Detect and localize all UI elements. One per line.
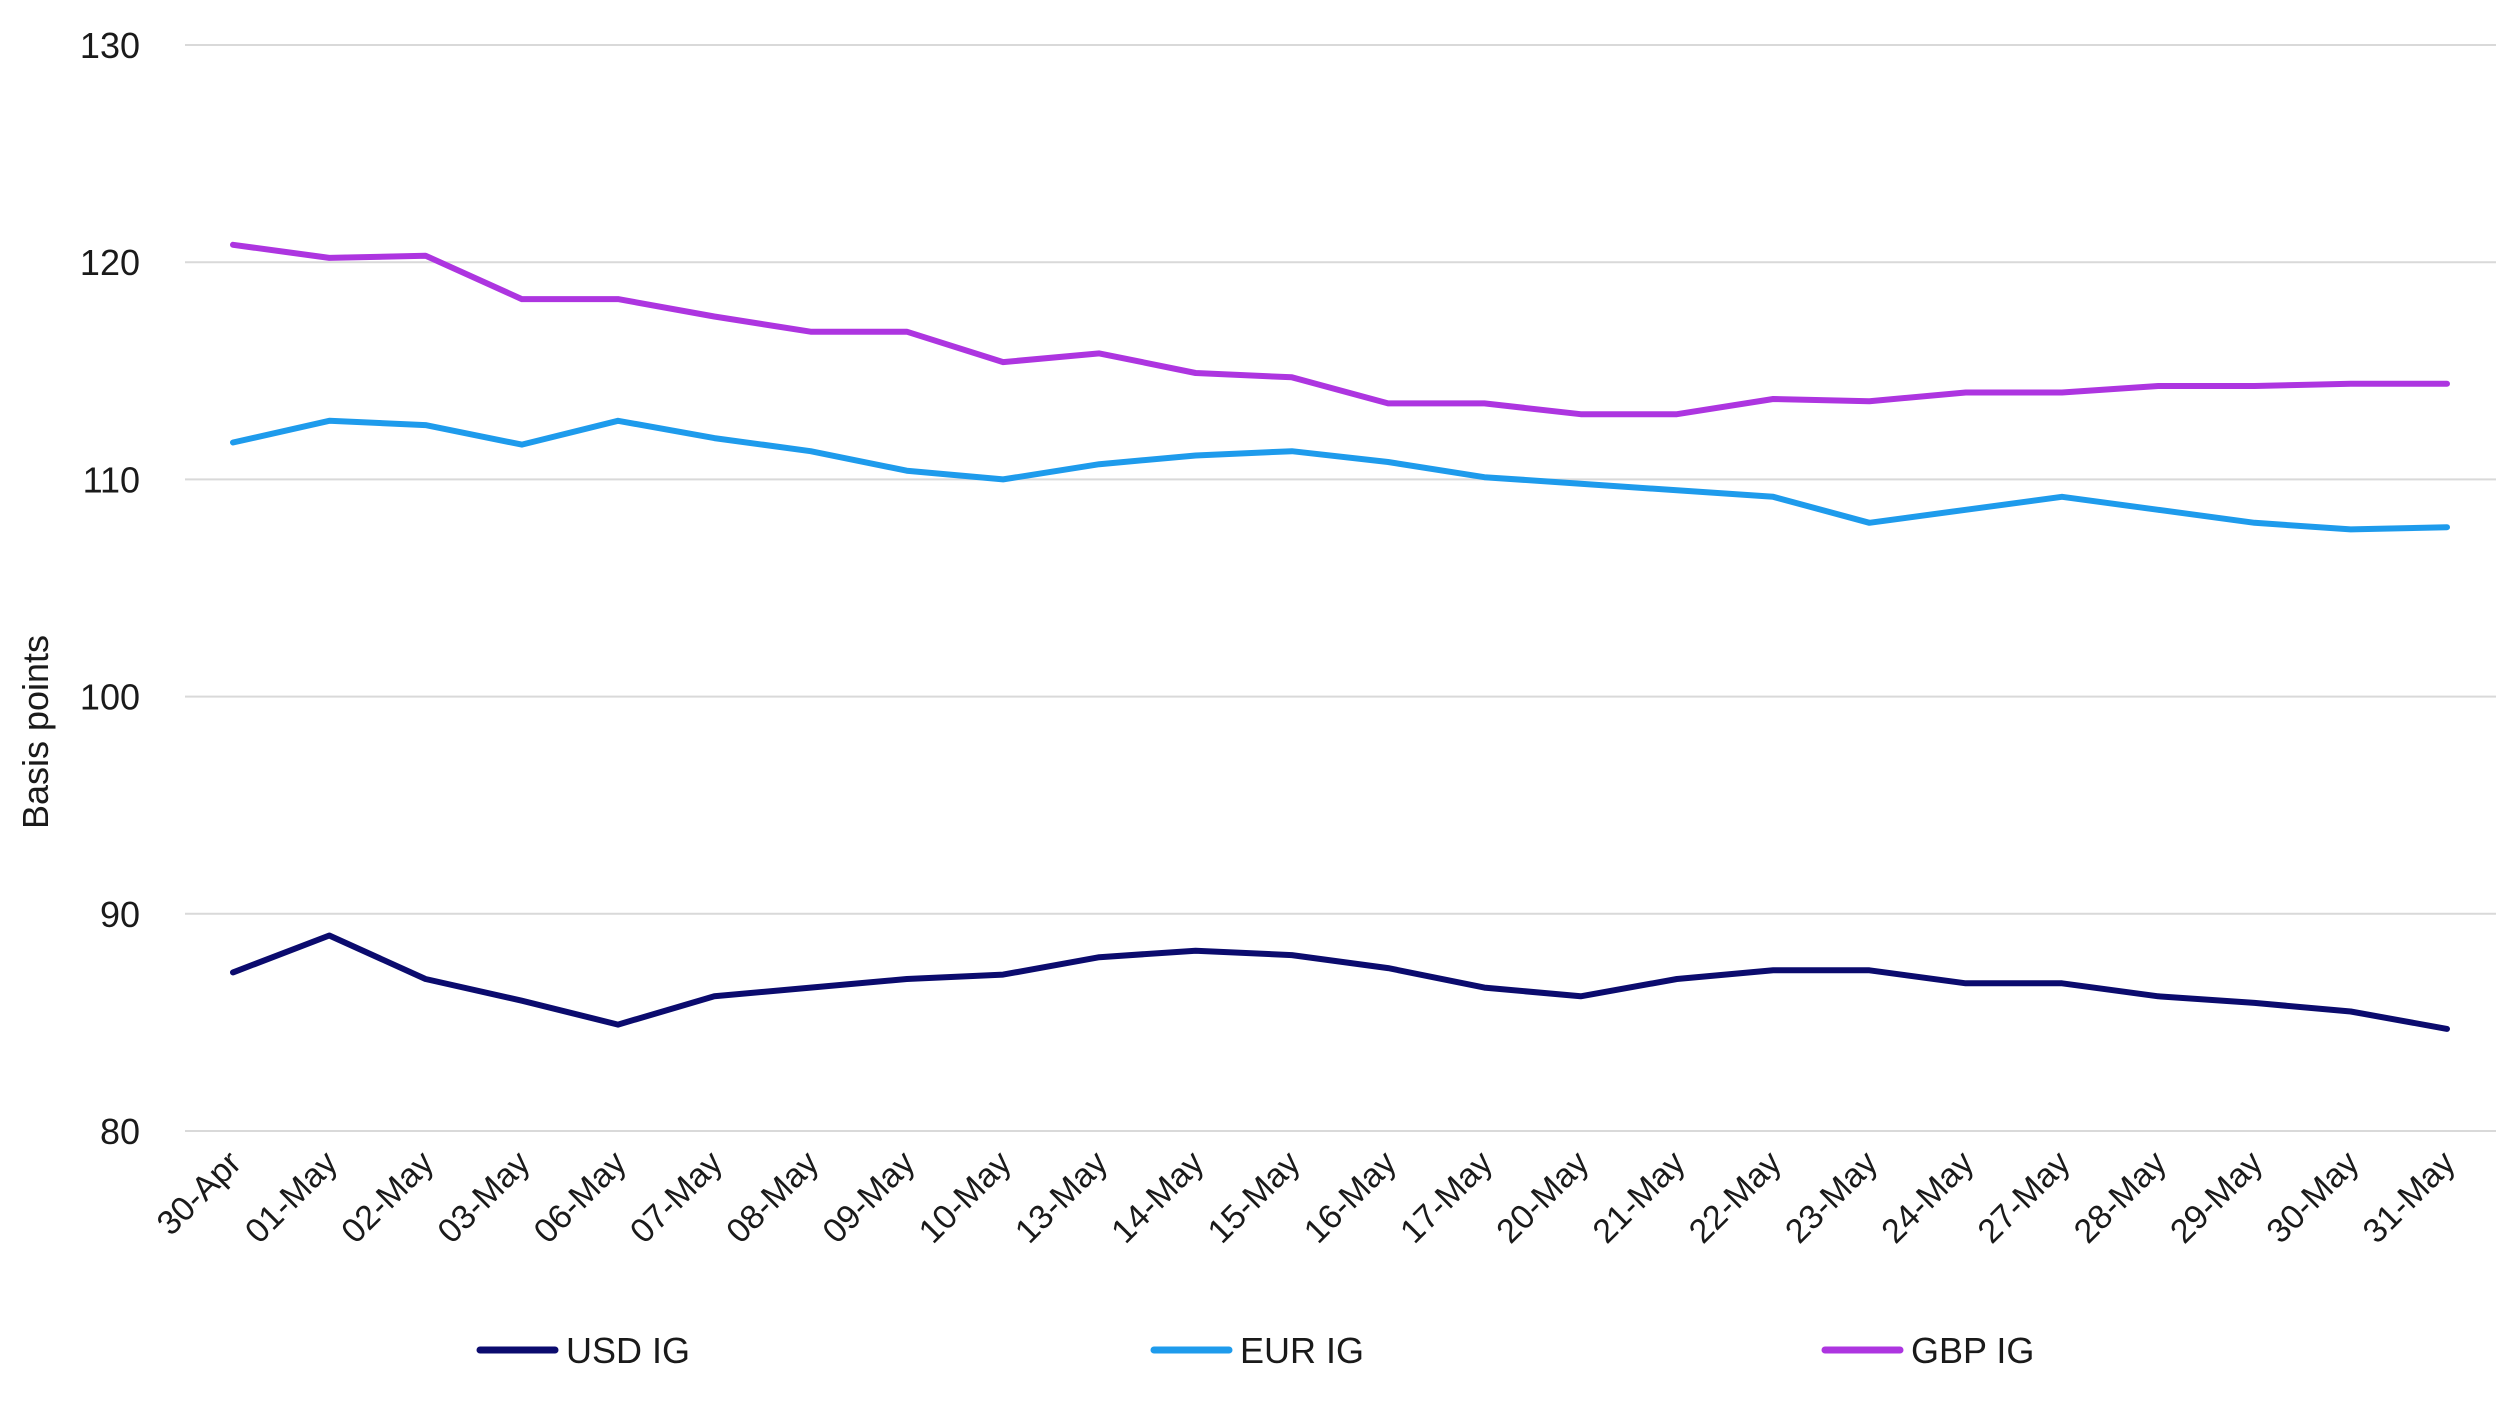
x-tick-label: 01-May [238,1144,345,1251]
y-tick-label: 80 [100,1111,140,1152]
x-tick-label: 06-May [527,1144,634,1251]
x-tick-label: 07-May [623,1144,730,1251]
gridlines [185,44,2496,1132]
series-line-usd-ig [230,932,2450,1032]
x-tick-label: 09-May [815,1144,922,1251]
x-tick-label: 24-May [1874,1144,1981,1251]
y-tick-label: 120 [80,242,140,283]
y-tick-label: 100 [80,677,140,718]
x-tick-label: 10-May [912,1144,1019,1251]
x-tick-label: 30-May [2259,1144,2366,1251]
y-axis-ticks: 80 90 100 110 120 130 [80,25,140,1152]
series-line-eur-ig [230,417,2450,533]
y-tick-label: 90 [100,894,140,935]
x-tick-label: 16-May [1297,1144,1404,1251]
x-tick-label: 14-May [1104,1144,1211,1251]
series-line-gbp-ig [230,241,2450,418]
y-tick-label: 110 [83,459,140,500]
x-tick-label: 22-May [1682,1144,1789,1251]
x-tick-label: 15-May [1200,1144,1307,1251]
series-lines [230,241,2450,1032]
legend-label: GBP IG [1911,1330,2034,1371]
x-tick-label: 08-May [719,1144,826,1251]
legend: USD IG EUR IG GBP IG [476,1330,2034,1371]
x-tick-label: 30-Apr [150,1144,249,1243]
x-tick-label: 28-May [2067,1144,2174,1251]
y-tick-label: 130 [80,25,140,66]
x-tick-label: 27-May [1971,1144,2078,1251]
x-tick-label: 02-May [334,1144,441,1251]
x-tick-label: 13-May [1008,1144,1115,1251]
x-tick-label: 23-May [1778,1144,1885,1251]
y-axis-title: Basis points [15,635,56,829]
legend-label: EUR IG [1240,1330,1364,1371]
x-tick-label: 20-May [1489,1144,1596,1251]
x-axis-ticks: 30-Apr01-May02-May03-May06-May07-May08-M… [150,1144,2463,1251]
legend-label: USD IG [566,1330,690,1371]
x-tick-label: 29-May [2163,1144,2270,1251]
x-tick-label: 31-May [2356,1144,2463,1251]
x-tick-label: 03-May [430,1144,537,1251]
x-tick-label: 17-May [1393,1144,1500,1251]
x-tick-label: 21-May [1586,1144,1693,1251]
